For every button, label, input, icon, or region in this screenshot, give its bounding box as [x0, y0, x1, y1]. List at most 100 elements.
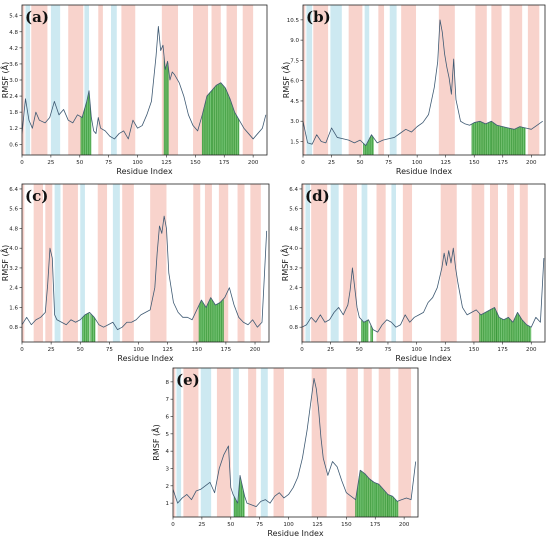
y-tick-label: 7.5	[290, 58, 299, 64]
y-tick-label: 5.4	[9, 14, 18, 20]
rmsf-series-line	[173, 378, 417, 507]
y-tick-label: 0.8	[9, 325, 18, 331]
blue-region-band	[80, 184, 85, 342]
pink-region-band	[343, 184, 358, 342]
y-tick-label: 2.4	[9, 286, 18, 292]
x-tick-label: 75	[256, 522, 263, 528]
x-tick-label: 25	[198, 522, 205, 528]
y-tick-label: 3.2	[9, 266, 18, 272]
y-tick-label: 8	[166, 380, 170, 386]
blue-region-band	[260, 368, 268, 517]
pink-region-band	[122, 184, 134, 342]
panel-label: (a)	[25, 8, 49, 26]
pink-region-band	[313, 5, 329, 155]
x-tick-label: 0	[20, 347, 24, 353]
x-tick-label: 50	[76, 160, 83, 166]
x-tick-label: 125	[162, 347, 173, 353]
x-tick-label: 50	[356, 347, 363, 353]
blue-region-band	[330, 184, 339, 342]
pink-region-band	[378, 368, 391, 517]
y-tick-label: 0.8	[289, 325, 298, 331]
pink-region-band	[401, 5, 417, 155]
y-tick-label: 6.4	[289, 187, 298, 193]
y-axis-label: RMSF (Å)	[0, 245, 10, 281]
pink-region-band	[226, 5, 237, 155]
y-tick-label: 2	[166, 484, 170, 490]
plot-frame	[172, 367, 419, 518]
blue-region-band	[330, 5, 342, 155]
pink-region-band	[348, 5, 363, 155]
x-tick-label: 0	[300, 347, 304, 353]
y-tick-label: 4.8	[9, 226, 18, 232]
x-tick-label: 0	[301, 160, 305, 166]
y-tick-label: 0.6	[9, 142, 18, 148]
x-tick-label: 25	[47, 160, 54, 166]
rmsf-series-line	[303, 19, 543, 146]
pink-region-band	[250, 184, 261, 342]
pink-region-band	[183, 368, 199, 517]
rmsf-series-line	[22, 26, 267, 140]
pink-region-band	[121, 5, 136, 155]
pink-region-band	[398, 368, 412, 517]
blue-region-band	[200, 368, 212, 517]
x-axis-label: Residue Index	[267, 529, 323, 538]
y-tick-label: 4.8	[289, 226, 298, 232]
x-tick-label: 125	[161, 160, 172, 166]
x-tick-label: 25	[327, 347, 334, 353]
x-tick-label: 75	[106, 347, 113, 353]
x-tick-label: 75	[384, 347, 391, 353]
plot-area	[303, 5, 543, 155]
panel-label: (e)	[176, 371, 200, 389]
y-tick-label: 3.0	[9, 78, 18, 84]
panel-d: 0 25 50 75 100 125 150 175 200 0.8 1.6 2.4 3.2 4.0 4.8…	[279, 183, 546, 363]
x-tick-label: 25	[328, 160, 335, 166]
y-tick-label: 5	[166, 432, 170, 438]
x-tick-label: 150	[192, 347, 203, 353]
pink-region-band	[22, 184, 25, 342]
pink-region-band	[303, 5, 306, 155]
x-tick-label: 175	[498, 160, 509, 166]
plot-frame	[21, 183, 270, 343]
plot-area	[22, 5, 267, 155]
y-tick-label: 1	[166, 501, 170, 507]
x-axis-label: Residue Index	[395, 354, 451, 363]
y-tick-label: 10.5	[287, 18, 300, 24]
y-tick-label: 6.4	[9, 187, 18, 193]
x-tick-label: 100	[412, 160, 423, 166]
pink-region-band	[507, 184, 515, 342]
pink-region-band	[237, 184, 245, 342]
x-tick-label: 200	[399, 522, 410, 528]
x-tick-label: 100	[411, 347, 422, 353]
y-axis-label: RMSF (Å)	[279, 245, 290, 281]
blue-region-band	[364, 5, 370, 155]
y-tick-label: 5.6	[289, 207, 298, 213]
panel-b: 0 25 50 75 100 125 150 175 200 1.5 3.0 4.5 6.0 7.5 9.0…	[280, 4, 546, 176]
y-tick-label: 3.6	[9, 62, 18, 68]
pink-region-band	[440, 184, 457, 342]
blue-region-band	[391, 184, 396, 342]
y-tick-label: 3.2	[289, 266, 298, 272]
plot-area	[302, 184, 545, 342]
blue-region-band	[54, 184, 61, 342]
y-axis-label: RMSF (Å)	[150, 424, 161, 460]
x-tick-label: 100	[283, 522, 294, 528]
pink-region-band	[489, 184, 499, 342]
x-tick-label: 150	[469, 347, 480, 353]
x-tick-label: 0	[171, 522, 175, 528]
panel-e: 0 25 50 75 100 125 150 175 200 1 2 3 4 5 6 7 8 Residue In…	[150, 367, 419, 538]
panel-c: 0 25 50 75 100 125 150 175 200 0.8 1.6 2.4 3.2 4.0 4.8…	[0, 183, 270, 363]
pink-region-band	[519, 184, 528, 342]
pink-region-band	[22, 5, 25, 155]
x-tick-label: 50	[227, 522, 234, 528]
blue-region-band	[84, 5, 90, 155]
x-tick-label: 150	[469, 160, 480, 166]
plot-area	[173, 368, 417, 517]
x-tick-label: 175	[497, 347, 508, 353]
blue-region-band	[306, 5, 313, 155]
x-tick-label: 0	[20, 160, 24, 166]
pink-region-band	[527, 5, 540, 155]
pink-region-band	[193, 184, 201, 342]
pink-region-band	[311, 368, 327, 517]
y-tick-label: 2.4	[289, 286, 298, 292]
y-tick-label: 4.5	[290, 99, 299, 105]
